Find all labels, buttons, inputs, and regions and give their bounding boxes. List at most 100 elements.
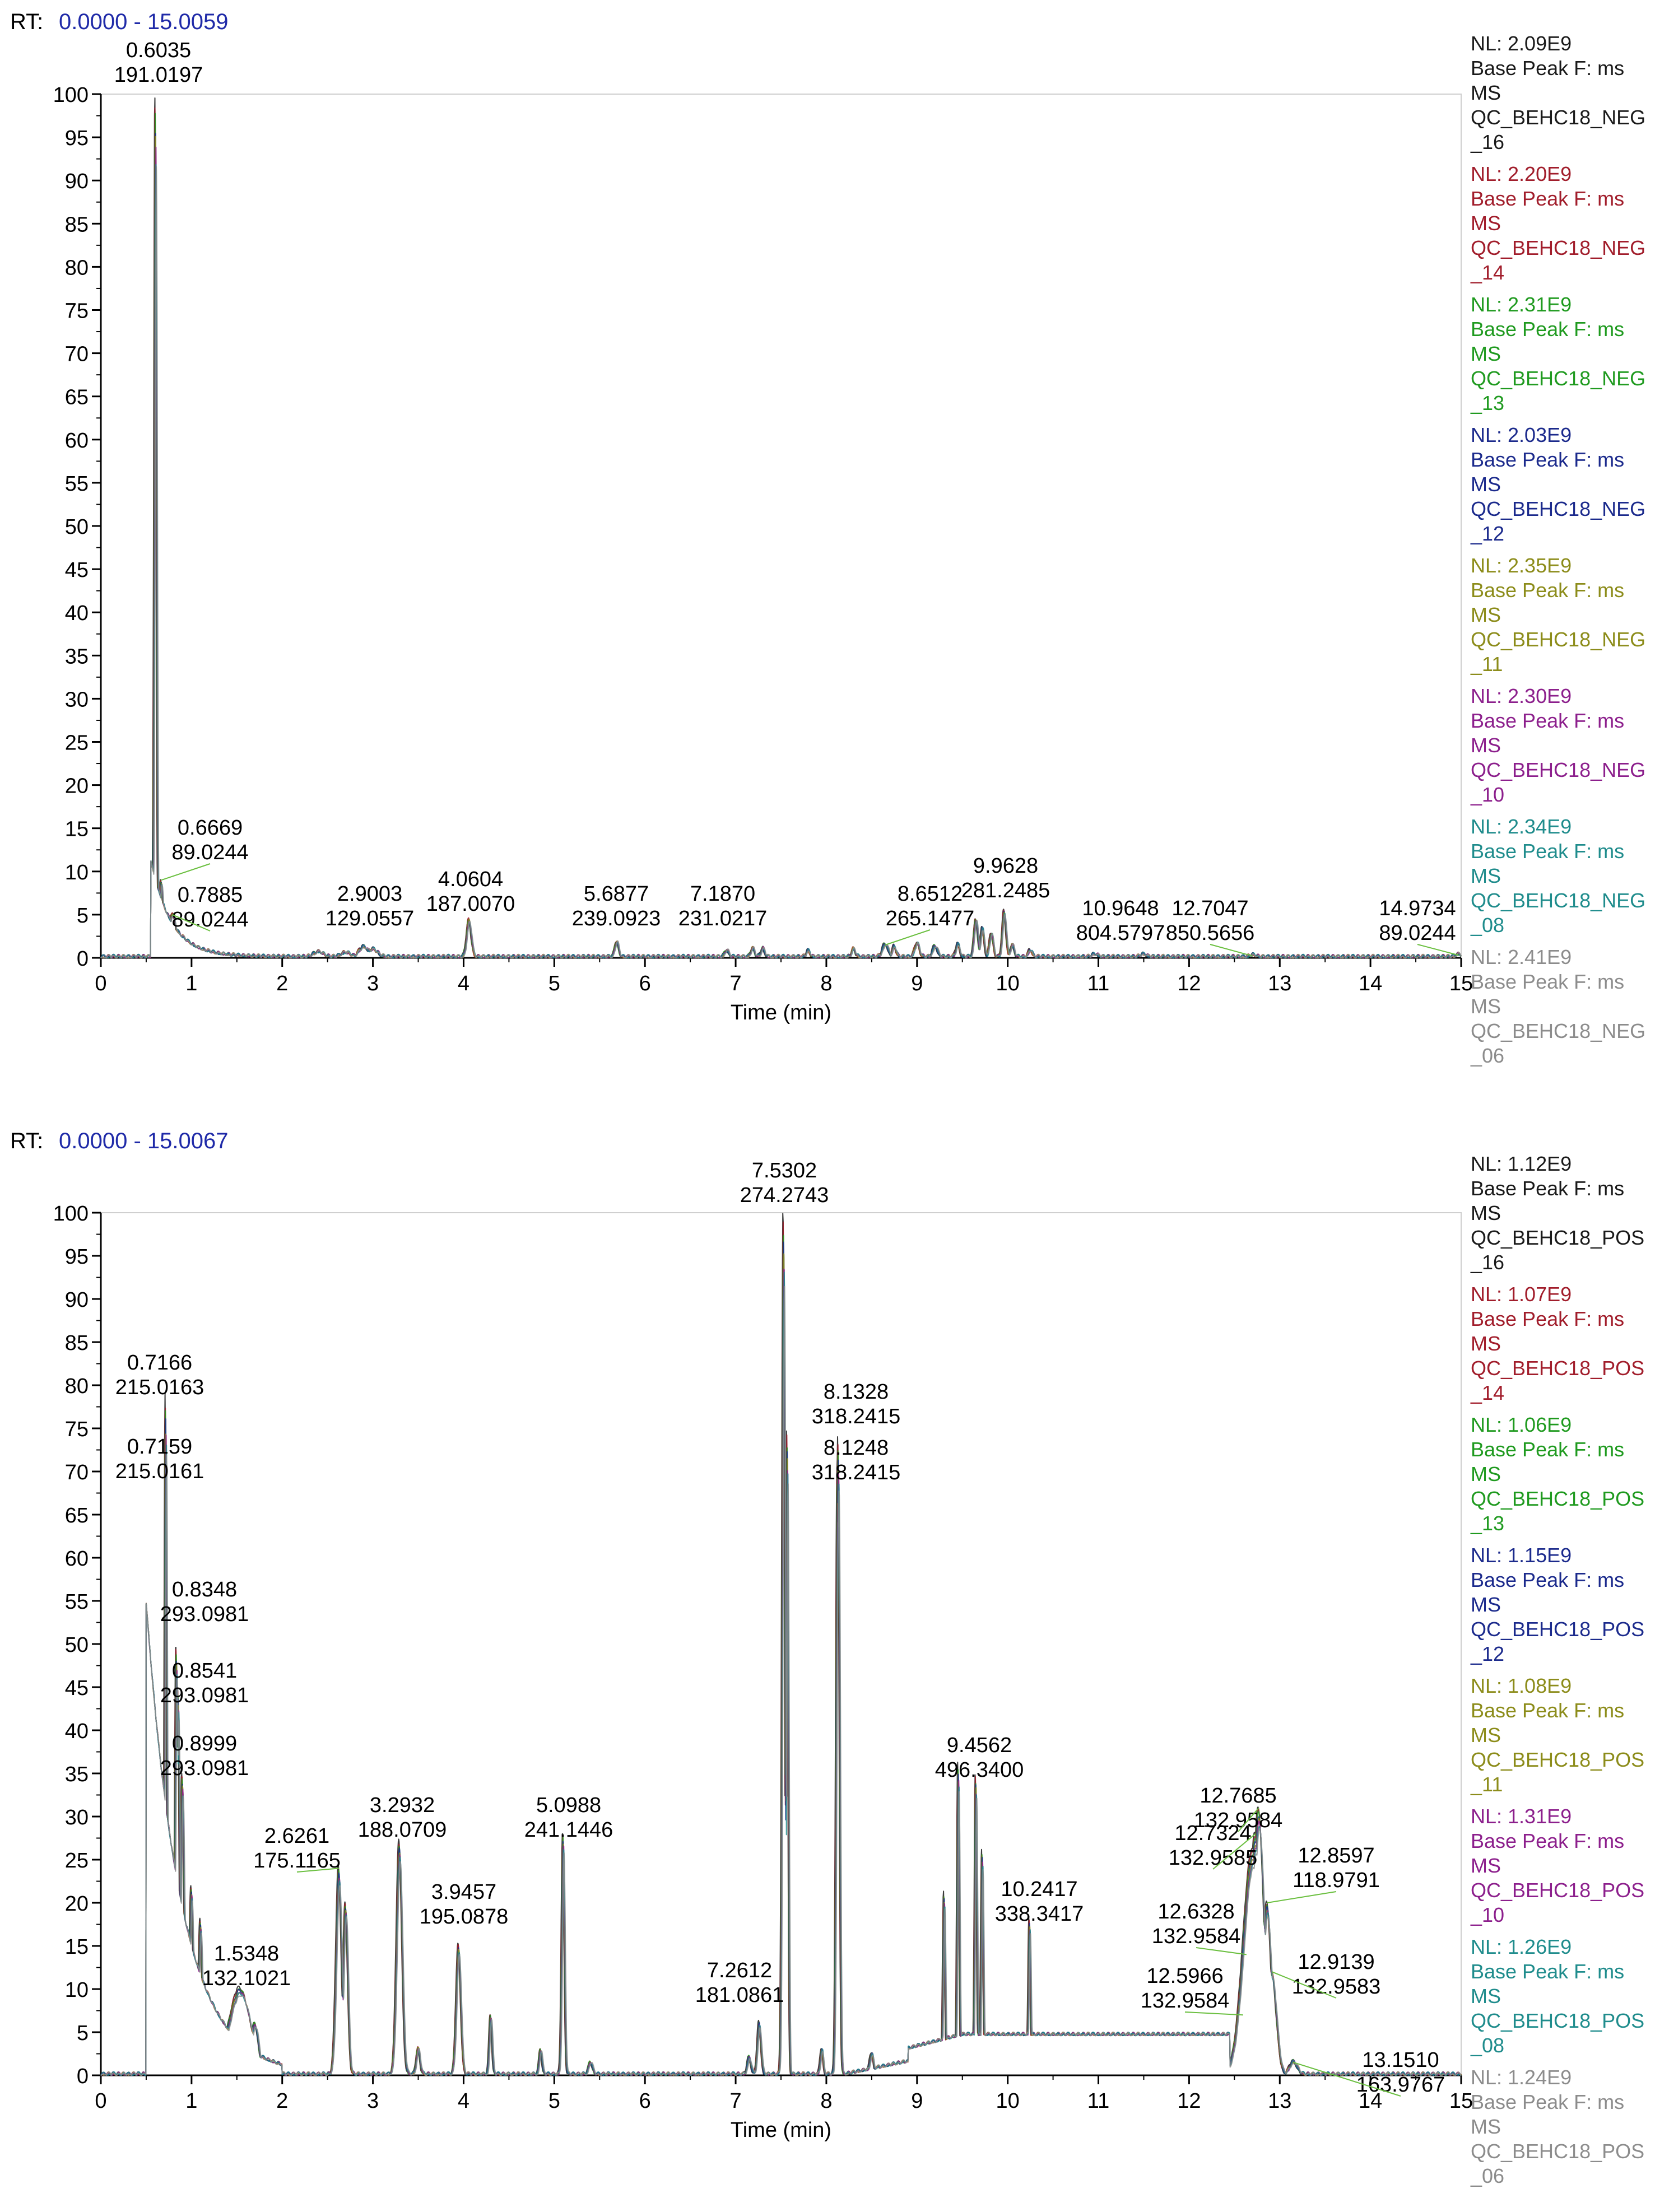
peak-leader-line: [1271, 1971, 1337, 1999]
peak-mz-label: 163.9767: [1356, 2073, 1445, 2097]
legend-line-nl: NL: 2.35E9: [1471, 554, 1572, 577]
peak-mz-label: 175.1165: [253, 1849, 341, 1873]
peak-mz-label: 265.1477: [886, 907, 975, 930]
y-tick-label: 0: [77, 947, 89, 971]
trace-line-13: [100, 113, 1462, 958]
y-tick-label: 90: [65, 170, 89, 193]
peak-rt-label: 12.9139: [1298, 1950, 1374, 1974]
legend-line-l4: QC_BEHC18_NEG: [1471, 889, 1645, 912]
legend-line-l2: Base Peak F: ms: [1471, 840, 1624, 863]
x-tick-label: 8: [820, 2089, 832, 2113]
peak-mz-label: 804.5797: [1076, 921, 1165, 945]
trace-line-14: [100, 107, 1462, 958]
legend-line-l5: _06: [1470, 2164, 1504, 2187]
legend-line-l4: QC_BEHC18_NEG: [1471, 628, 1645, 651]
y-tick-label: 15: [65, 818, 89, 841]
legend-line-nl: NL: 2.34E9: [1471, 815, 1572, 838]
x-axis-label: Time (min): [731, 2118, 831, 2142]
legend-line-l3: MS: [1471, 1332, 1501, 1355]
rt-range: 0.0000 - 15.0067: [59, 1129, 228, 1153]
peak-leader-line: [1417, 944, 1459, 956]
peak-mz-label: 187.0070: [426, 892, 515, 916]
peak-mz-label: 274.2743: [740, 1184, 829, 1207]
peak-rt-label: 0.8541: [172, 1659, 237, 1683]
legend-line-l3: MS: [1471, 1463, 1501, 1485]
legend-line-l2: Base Peak F: ms: [1471, 970, 1624, 993]
peak-mz-label: 132.9585: [1169, 1846, 1258, 1870]
legend-line-l3: MS: [1471, 995, 1501, 1018]
rt-range: 0.0000 - 15.0059: [59, 10, 228, 34]
legend-line-l3: MS: [1471, 473, 1501, 496]
legend-line-l3: MS: [1471, 2115, 1501, 2138]
peak-rt-label: 8.1328: [824, 1380, 889, 1404]
legend-line-l5: _06: [1470, 1044, 1504, 1067]
legend-line-nl: NL: 2.20E9: [1471, 162, 1572, 185]
trace-line-08: [100, 164, 1462, 958]
y-tick-label: 45: [65, 558, 89, 582]
peak-mz-label: 132.1021: [202, 1967, 291, 1990]
peak-mz-label: 132.9584: [1194, 1809, 1283, 1832]
y-tick-label: 80: [65, 1375, 89, 1398]
peak-mz-label: 181.0861: [695, 1983, 784, 2007]
peak-mz-label: 89.0244: [1379, 921, 1456, 945]
legend-line-nl: NL: 1.24E9: [1471, 2066, 1572, 2089]
legend-line-l4: QC_BEHC18_POS: [1471, 1618, 1644, 1641]
peak-mz-label: 215.0161: [115, 1460, 204, 1483]
x-tick-label: 0: [95, 972, 106, 995]
legend-line-l5: _14: [1470, 261, 1504, 284]
peak-mz-label: 132.9584: [1152, 1925, 1241, 1948]
y-tick-label: 80: [65, 256, 89, 280]
legend-line-l3: MS: [1471, 1724, 1501, 1747]
legend-line-l2: Base Peak F: ms: [1471, 187, 1624, 210]
trace-line-10: [100, 146, 1462, 958]
peak-rt-label: 8.1248: [824, 1436, 889, 1460]
peak-rt-label: 5.0988: [536, 1794, 601, 1817]
legend-line-l2: Base Peak F: ms: [1471, 1307, 1624, 1330]
legend-line-l3: MS: [1471, 81, 1501, 104]
peak-rt-label: 7.5302: [752, 1159, 817, 1182]
y-tick-label: 25: [65, 1849, 89, 1873]
peak-mz-label: 215.0163: [115, 1376, 204, 1399]
peak-leader-line: [1212, 1833, 1256, 1870]
legend-line-nl: NL: 1.15E9: [1471, 1544, 1572, 1567]
legend-line-nl: NL: 1.31E9: [1471, 1805, 1572, 1828]
legend-line-l5: _11: [1470, 653, 1503, 676]
y-tick-label: 55: [65, 1590, 89, 1614]
y-tick-label: 75: [65, 1418, 89, 1441]
peak-mz-label: 132.9583: [1292, 1975, 1381, 1999]
legend-line-nl: NL: 1.08E9: [1471, 1674, 1572, 1697]
y-tick-label: 100: [53, 1202, 89, 1226]
peak-leader-line: [161, 863, 211, 881]
y-tick-label: 5: [77, 904, 89, 928]
legend-line-nl: NL: 2.30E9: [1471, 684, 1572, 707]
legend-line-l3: MS: [1471, 603, 1501, 626]
y-tick-label: 70: [65, 343, 89, 366]
legend-line-nl: NL: 1.12E9: [1471, 1152, 1572, 1175]
y-tick-label: 40: [65, 602, 89, 625]
y-tick-label: 15: [65, 1935, 89, 1959]
y-tick-label: 60: [65, 1547, 89, 1571]
x-tick-label: 8: [820, 972, 832, 995]
peak-rt-label: 10.9648: [1082, 897, 1159, 920]
legend-line-nl: NL: 1.07E9: [1471, 1283, 1572, 1306]
peak-mz-label: 231.0217: [678, 907, 768, 930]
peak-mz-label: 241.1446: [524, 1818, 613, 1842]
